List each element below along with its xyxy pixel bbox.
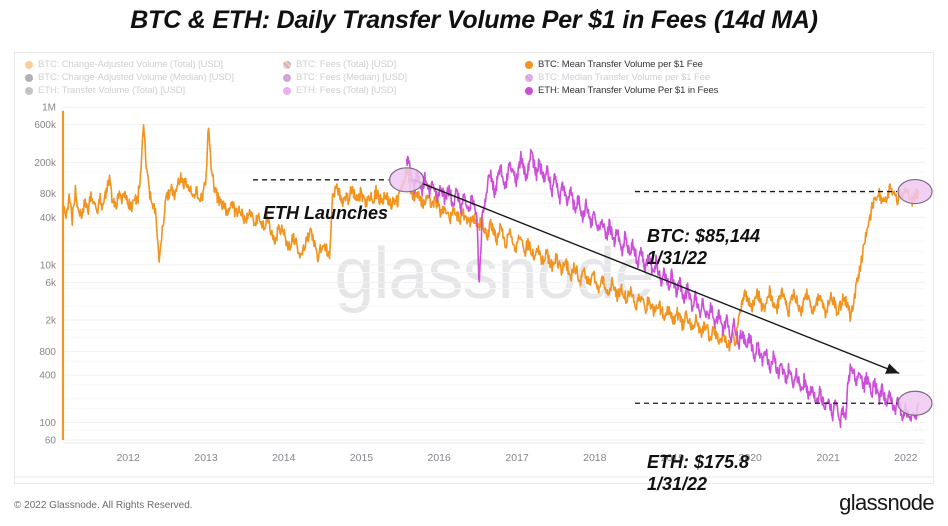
annotation-line-1: ETH Launches: [263, 203, 389, 223]
y-axis-tick-label: 6k: [45, 278, 57, 289]
annotation-line-1: ETH: $175.8: [647, 452, 750, 472]
y-axis-tick-label: 600k: [34, 120, 57, 131]
series-line-btc: [62, 124, 920, 352]
legend-item-label: ETH: Fees (Total) [USD]: [296, 85, 397, 96]
x-axis-tick-label: 2018: [583, 452, 607, 464]
glassnode-logo: glassnode: [839, 490, 935, 515]
legend-item-label: BTC: Fees (Total) [USD]: [296, 59, 397, 70]
footer-copyright: © 2022 Glassnode. All Rights Reserved.: [14, 500, 193, 511]
legend-item-btc-change-adjusted-volume-total[interactable]: BTC: Change-Adjusted Volume (Total) [USD…: [25, 59, 283, 70]
x-axis-tick-label: 2020: [739, 452, 763, 464]
annotation-eth-launches: ETH Launches: [263, 203, 388, 224]
y-axis-tick-label: 800: [39, 347, 56, 358]
x-axis-tick-label: 2015: [350, 452, 374, 464]
annotation-btc-value: BTC: $85,144 1/31/22: [647, 225, 760, 269]
y-axis-tick-label: 40k: [40, 213, 57, 224]
x-axis-tick-label: 2021: [816, 452, 840, 464]
legend-column-3: BTC: Mean Transfer Volume per $1 Fee BTC…: [525, 59, 825, 103]
legend-item-eth-transfer-volume-total[interactable]: ETH: Transfer Volume (Total) [USD]: [25, 85, 283, 96]
watermark: glassnode: [334, 234, 653, 314]
chart-card: BTC: Change-Adjusted Volume (Total) [USD…: [14, 52, 935, 494]
marker-eth-final: [897, 390, 933, 416]
x-axis-tick-label: 2012: [116, 452, 140, 464]
legend-item-btc-median-transfer-volume-per-fee[interactable]: BTC: Median Transfer Volume per $1 Fee: [525, 72, 825, 83]
annotation-eth-value: ETH: $175.8 1/31/22: [647, 451, 749, 495]
legend-item-label: BTC: Change-Adjusted Volume (Median) [US…: [38, 72, 234, 83]
legend-column-1: BTC: Change-Adjusted Volume (Total) [USD…: [25, 59, 283, 103]
legend-item-btc-fees-median[interactable]: BTC: Fees (Median) [USD]: [283, 72, 525, 83]
plot-area: glassnode 1M 600k 200k 80k 40k 10k 6k 2k 800 400 10…: [15, 53, 935, 485]
x-axis-tick-label: 2013: [194, 452, 218, 464]
chart-svg: glassnode 1M 600k 200k 80k 40k 10k 6k 2k 800 400 10…: [15, 103, 935, 478]
legend-item-label: BTC: Fees (Median) [USD]: [296, 72, 408, 83]
legend-dot-icon: [283, 86, 291, 95]
x-axis-tick-label: 2017: [505, 452, 529, 464]
legend-dot-icon: [525, 60, 533, 69]
legend-dot-icon: [283, 73, 291, 82]
legend-item-btc-fees-total[interactable]: BTC: Fees (Total) [USD]: [283, 59, 525, 70]
legend-item-btc-mean-transfer-volume-per-fee[interactable]: BTC: Mean Transfer Volume per $1 Fee: [525, 59, 825, 70]
legend-item-label: ETH: Mean Transfer Volume Per $1 in Fees: [538, 85, 719, 96]
y-axis-tick-label: 100: [39, 418, 56, 429]
y-axis-tick-label: 60: [45, 436, 57, 447]
legend-item-label: BTC: Change-Adjusted Volume (Total) [USD…: [38, 59, 223, 70]
y-axis-tick-label: 10k: [40, 260, 57, 271]
legend-dot-icon: [525, 86, 533, 95]
legend-item-eth-mean-transfer-volume-per-fee[interactable]: ETH: Mean Transfer Volume Per $1 in Fees: [525, 85, 825, 96]
y-axis-tick-label: 80k: [40, 189, 57, 200]
marker-btc-final: [897, 178, 933, 205]
legend-item-label: BTC: Mean Transfer Volume per $1 Fee: [538, 59, 703, 70]
legend-item-eth-fees-total[interactable]: ETH: Fees (Total) [USD]: [283, 85, 525, 96]
x-axis-tick-label: 2016: [428, 452, 452, 464]
trend-arrow-head: [885, 363, 900, 374]
page-title: BTC & ETH: Daily Transfer Volume Per $1 …: [130, 6, 818, 34]
y-axis-tick-label: 400: [39, 371, 56, 382]
legend-dot-icon: [25, 86, 33, 95]
legend-item-btc-change-adjusted-volume-median[interactable]: BTC: Change-Adjusted Volume (Median) [US…: [25, 72, 283, 83]
legend-dot-icon: [25, 60, 33, 69]
annotation-line-2: 1/31/22: [647, 248, 708, 268]
series-line-eth: [405, 148, 920, 429]
legend-hatch-dot-icon: [525, 73, 533, 82]
annotation-line-2: 1/31/22: [647, 474, 708, 494]
legend-item-label: BTC: Median Transfer Volume per $1 Fee: [538, 72, 711, 83]
y-axis-tick-label: 2k: [45, 315, 57, 326]
trend-arrow-line: [412, 179, 900, 375]
legend-dot-icon: [25, 73, 33, 82]
x-axis-tick-label: 2022: [894, 452, 918, 464]
y-axis-tick-label: 200k: [34, 158, 57, 169]
marker-eth-launches: [389, 167, 425, 193]
chart-legend: BTC: Change-Adjusted Volume (Total) [USD…: [25, 59, 933, 103]
legend-column-2: BTC: Fees (Total) [USD] BTC: Fees (Media…: [283, 59, 525, 103]
legend-hatch-dot-icon: [283, 60, 291, 69]
annotation-line-1: BTC: $85,144: [647, 226, 761, 246]
legend-item-label: ETH: Transfer Volume (Total) [USD]: [38, 85, 186, 96]
x-axis-tick-label: 2019: [661, 452, 685, 464]
y-axis-tick-label: 1M: [42, 103, 56, 114]
x-axis-tick-label: 2014: [272, 452, 296, 464]
